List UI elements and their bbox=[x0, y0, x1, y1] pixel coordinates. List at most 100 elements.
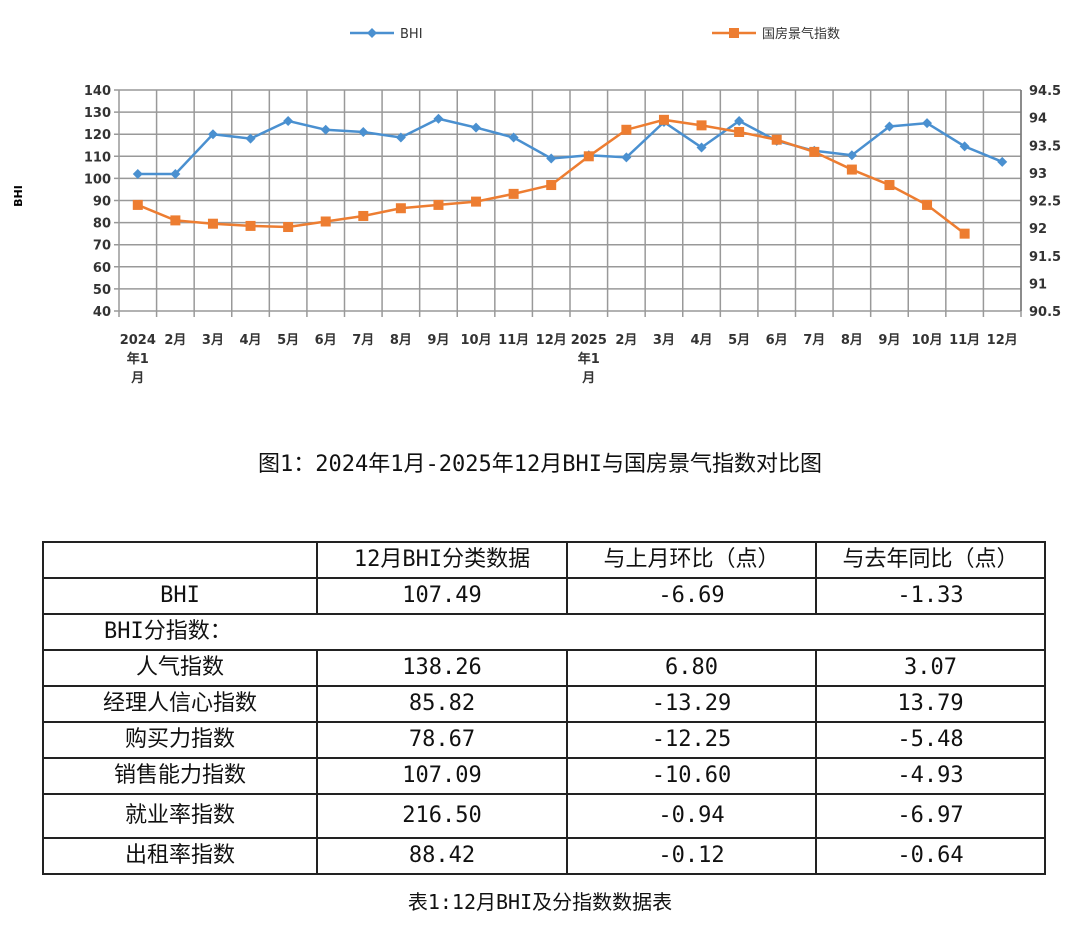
data-point-bhi bbox=[132, 168, 143, 179]
cell: -5.48 bbox=[815, 721, 1046, 759]
data-point-bhi bbox=[433, 113, 444, 124]
y-tick-label-left: 80 bbox=[93, 217, 111, 232]
data-point-guofang bbox=[170, 215, 181, 226]
data-point-bhi bbox=[922, 118, 933, 129]
y-tick-label-left: 40 bbox=[93, 305, 111, 320]
y-tick-label-left: 90 bbox=[93, 195, 111, 210]
x-tick-label: 7月 bbox=[352, 333, 374, 348]
cell: 88.42 bbox=[316, 837, 568, 875]
row-label: 销售能力指数 bbox=[42, 757, 318, 795]
table-header-row: 12月BHI分类数据 与上月环比（点） 与去年同比（点） bbox=[42, 541, 1046, 579]
data-point-guofang bbox=[846, 164, 857, 175]
data-point-guofang bbox=[809, 146, 820, 157]
row-label: 人气指数 bbox=[42, 649, 318, 687]
legend-label: 国房景气指数 bbox=[762, 26, 840, 42]
data-point-bhi bbox=[170, 168, 181, 179]
data-point-guofang bbox=[245, 220, 256, 231]
cell: -0.64 bbox=[815, 837, 1046, 875]
data-point-guofang bbox=[922, 199, 933, 210]
cell: -1.33 bbox=[815, 577, 1046, 615]
data-point-guofang bbox=[546, 180, 557, 191]
y-tick-label-right: 94.5 bbox=[1029, 84, 1061, 99]
y-tick-label-right: 91.5 bbox=[1029, 250, 1061, 265]
data-point-bhi bbox=[846, 150, 857, 161]
legend-marker bbox=[729, 28, 739, 38]
cell: 3.07 bbox=[815, 649, 1046, 687]
data-point-guofang bbox=[320, 216, 331, 227]
data-point-guofang bbox=[771, 134, 782, 145]
data-point-bhi bbox=[320, 124, 331, 135]
cell: -6.97 bbox=[815, 793, 1046, 839]
data-point-bhi bbox=[283, 115, 294, 126]
y-tick-label-right: 92.5 bbox=[1029, 195, 1061, 210]
y-tick-label-left: 70 bbox=[93, 239, 111, 254]
y-tick-label-left: 50 bbox=[93, 283, 111, 298]
data-point-bhi bbox=[884, 121, 895, 132]
x-tick-label: 2024 年1 月 bbox=[120, 333, 156, 386]
data-point-bhi bbox=[546, 153, 557, 164]
table-row: 人气指数 138.26 6.80 3.07 bbox=[42, 649, 1046, 687]
data-point-bhi bbox=[395, 132, 406, 143]
row-label: 购买力指数 bbox=[42, 721, 318, 759]
x-tick-label: 6月 bbox=[315, 333, 337, 348]
x-tick-label: 11月 bbox=[949, 333, 980, 348]
cell: -0.94 bbox=[566, 793, 817, 839]
table-row: 购买力指数 78.67 -12.25 -5.48 bbox=[42, 721, 1046, 759]
line-chart: 40 50 60 70 80 90 100 110 120 130 140 90.5 91 91.5 92 9… bbox=[12, 26, 1061, 386]
data-point-guofang bbox=[658, 114, 669, 125]
y-tick-label-left: 110 bbox=[84, 150, 111, 165]
series-line-0 bbox=[137, 117, 1003, 176]
row-label: 经理人信心指数 bbox=[42, 685, 318, 723]
y-tick-label-right: 94 bbox=[1029, 112, 1047, 127]
x-tick-label: 2025 年1 月 bbox=[571, 333, 607, 386]
data-point-guofang bbox=[959, 228, 970, 239]
table-row: 就业率指数 216.50 -0.94 -6.97 bbox=[42, 793, 1046, 839]
x-tick-label: 4月 bbox=[691, 333, 713, 348]
x-tick-label: 3月 bbox=[202, 333, 224, 348]
legend-label: BHI bbox=[400, 27, 423, 42]
data-point-bhi bbox=[471, 122, 482, 133]
cell: -13.29 bbox=[566, 685, 817, 723]
header-cell bbox=[42, 541, 318, 579]
y-axis-label: BHI bbox=[12, 185, 25, 207]
data-point-bhi bbox=[207, 129, 218, 140]
legend-marker bbox=[367, 28, 377, 38]
data-point-bhi bbox=[997, 156, 1008, 167]
y-tick-label-right: 90.5 bbox=[1029, 305, 1061, 320]
cell: 78.67 bbox=[316, 721, 568, 759]
cell: -10.60 bbox=[566, 757, 817, 795]
x-tick-label: 2月 bbox=[164, 333, 186, 348]
cell: -12.25 bbox=[566, 721, 817, 759]
data-point-bhi bbox=[245, 133, 256, 144]
x-tick-label: 10月 bbox=[460, 333, 491, 348]
cell: 138.26 bbox=[316, 649, 568, 687]
table-caption: 表1:12月BHI及分指数数据表 bbox=[407, 890, 673, 914]
x-tick-label: 8月 bbox=[841, 333, 863, 348]
cell: 85.82 bbox=[316, 685, 568, 723]
cell: -4.93 bbox=[815, 757, 1046, 795]
data-point-guofang bbox=[132, 199, 143, 210]
y-tick-label-right: 92 bbox=[1029, 222, 1047, 237]
x-tick-label: 11月 bbox=[498, 333, 529, 348]
data-point-guofang bbox=[583, 151, 594, 162]
x-tick-label: 12月 bbox=[987, 333, 1018, 348]
cell: 107.09 bbox=[316, 757, 568, 795]
figure-caption: 图1：2024年1月-2025年12月BHI与国房景气指数对比图 bbox=[258, 452, 822, 477]
data-point-guofang bbox=[358, 210, 369, 221]
y-tick-label-right: 93.5 bbox=[1029, 139, 1061, 154]
x-tick-label: 12月 bbox=[536, 333, 567, 348]
x-tick-label: 10月 bbox=[911, 333, 942, 348]
data-point-guofang bbox=[734, 126, 745, 137]
y-tick-label-left: 140 bbox=[84, 84, 111, 99]
row-label: 就业率指数 bbox=[42, 793, 318, 839]
y-tick-label-right: 91 bbox=[1029, 277, 1047, 292]
x-tick-label: 7月 bbox=[803, 333, 825, 348]
data-point-bhi bbox=[358, 126, 369, 137]
x-tick-label: 3月 bbox=[653, 333, 675, 348]
x-tick-label: 5月 bbox=[728, 333, 750, 348]
data-point-bhi bbox=[508, 132, 519, 143]
y-tick-label-right: 93 bbox=[1029, 167, 1047, 182]
cell: -6.69 bbox=[566, 577, 817, 615]
series-line-1 bbox=[137, 118, 966, 235]
data-point-bhi bbox=[696, 142, 707, 153]
